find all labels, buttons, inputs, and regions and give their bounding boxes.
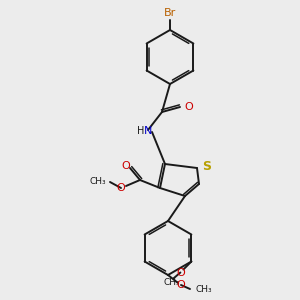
Text: N: N: [144, 126, 152, 136]
Text: O: O: [177, 280, 185, 290]
Text: CH₃: CH₃: [89, 176, 106, 185]
Text: Br: Br: [164, 8, 176, 18]
Text: S: S: [202, 160, 211, 172]
Text: O: O: [117, 183, 125, 193]
Text: O: O: [176, 268, 185, 278]
Text: O: O: [122, 161, 130, 171]
Text: CH₃: CH₃: [163, 278, 180, 287]
Text: H: H: [137, 126, 145, 136]
Text: CH₃: CH₃: [196, 284, 213, 293]
Text: O: O: [184, 102, 193, 112]
